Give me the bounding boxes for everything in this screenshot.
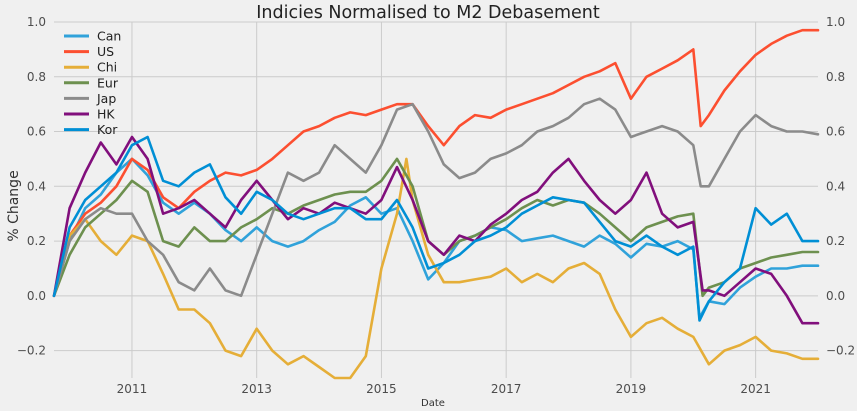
y-tick-label-left: 0.6 <box>27 125 46 139</box>
y-tick-label-left: 1.0 <box>27 15 46 29</box>
y-tick-label-right: −0.2 <box>826 344 855 358</box>
legend-label-chi: Chi <box>97 60 117 75</box>
y-tick-label-left: −0.2 <box>17 344 46 358</box>
y-tick-label-right: 0.2 <box>826 234 845 248</box>
legend-label-can: Can <box>97 29 121 44</box>
series-line-hk <box>52 135 820 325</box>
legend-label-eur: Eur <box>97 75 119 90</box>
y-axis-label: % Change <box>6 170 22 241</box>
x-tick-label: 2021 <box>740 382 771 396</box>
x-axis-label: Date <box>421 398 445 409</box>
legend-label-us: US <box>97 44 114 59</box>
y-tick-label-right: 0.8 <box>826 70 845 84</box>
y-tick-label-left: 0.8 <box>27 70 46 84</box>
x-tick-label: 2015 <box>366 382 397 396</box>
y-tick-label-right: 0.0 <box>826 289 845 303</box>
y-tick-label-left: 0.2 <box>27 234 46 248</box>
series-line-kor <box>52 135 820 322</box>
y-tick-label-right: 0.4 <box>826 179 845 193</box>
y-tick-label-left: 0.0 <box>27 289 46 303</box>
x-axis: 2011 2013 2015 2017 2019 2021 <box>117 382 771 396</box>
y-axis-right: −0.2 0.0 0.2 0.4 0.6 0.8 1.0 <box>826 15 855 358</box>
y-axis-left: −0.2 0.0 0.2 0.4 0.6 0.8 1.0 <box>17 15 46 358</box>
y-tick-label-left: 0.4 <box>27 179 46 193</box>
x-tick-label: 2011 <box>117 382 148 396</box>
series-line-eur <box>52 157 820 298</box>
x-tick-label: 2019 <box>616 382 647 396</box>
grid <box>54 21 818 378</box>
series-line-us <box>52 28 820 298</box>
x-tick-label: 2017 <box>491 382 522 396</box>
chart-title: Indicies Normalised to M2 Debasement <box>256 3 600 23</box>
legend-label-hk: HK <box>97 107 115 122</box>
x-tick-label: 2013 <box>241 382 272 396</box>
series-layer <box>52 28 820 380</box>
series-line-jap <box>52 97 820 298</box>
legend-label-kor: Kor <box>97 122 118 137</box>
series-line-chi <box>52 157 820 380</box>
y-tick-label-right: 1.0 <box>826 15 845 29</box>
y-tick-label-right: 0.6 <box>826 125 845 139</box>
legend-label-jap: Jap <box>96 91 116 106</box>
